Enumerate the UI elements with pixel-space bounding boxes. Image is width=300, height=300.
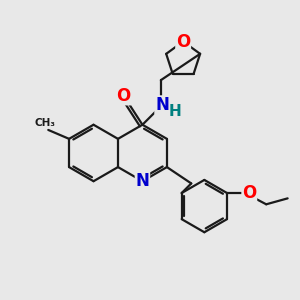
- Text: N: N: [136, 172, 149, 190]
- Text: CH₃: CH₃: [34, 118, 55, 128]
- Text: H: H: [169, 104, 182, 119]
- Text: N: N: [155, 96, 169, 114]
- Text: O: O: [176, 32, 190, 50]
- Text: O: O: [117, 87, 131, 105]
- Text: O: O: [242, 184, 256, 202]
